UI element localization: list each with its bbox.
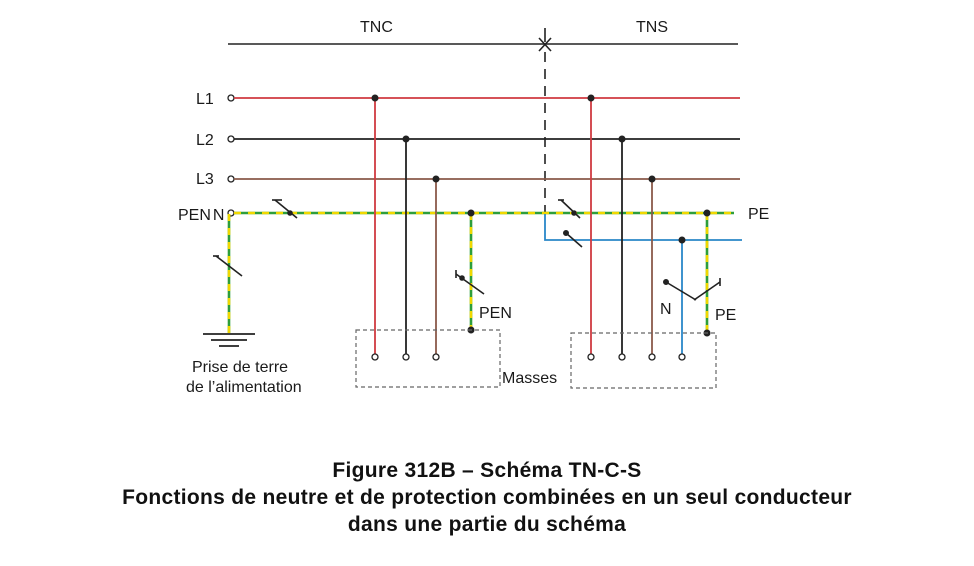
- tns-n-mass-terminal: [678, 353, 686, 361]
- l2-label: L2: [196, 132, 214, 149]
- earth-label-line1: Prise de terre: [192, 359, 288, 376]
- tns-l1-mass-terminal: [587, 353, 595, 361]
- figure-caption-line3: dans une partie du schéma: [347, 513, 627, 536]
- n-branch-label: N: [660, 301, 672, 318]
- l2-terminal: [227, 135, 235, 143]
- figure-caption-line2: Fonctions de neutre et de protection com…: [122, 486, 852, 509]
- earth-label-line2: de l’alimentation: [186, 379, 302, 396]
- pe-branch-label: PE: [715, 307, 736, 324]
- tns-n-switch-icon: [562, 230, 583, 248]
- tnc-l1-mass-terminal: [371, 353, 379, 361]
- tnc-l2-mass-terminal: [402, 353, 410, 361]
- tns-label: TNS: [636, 19, 668, 36]
- l1-terminal: [227, 94, 235, 102]
- tnc-label: TNC: [360, 19, 393, 36]
- l3-label: L3: [196, 171, 214, 188]
- tnc-l3-mass-terminal: [432, 353, 440, 361]
- n-conductor: [544, 214, 742, 241]
- tns-l2-mass-terminal: [618, 353, 626, 361]
- pen-n-label: PEN N: [178, 207, 224, 224]
- tns-masses-frame: [570, 332, 717, 389]
- l1-label: L1: [196, 91, 214, 108]
- separation-cross-icon: [538, 28, 552, 52]
- tns-l3-mass-terminal: [648, 353, 656, 361]
- tnc-pen-switch-icon: [455, 270, 485, 295]
- tns-n-branch-switch-icon: [662, 278, 697, 301]
- earth-switch-icon: [213, 255, 243, 277]
- ground-symbol-icon: [203, 333, 255, 347]
- pe-right-label: PE: [748, 206, 769, 223]
- l3-terminal: [227, 175, 235, 183]
- tns-pe-branch-switch-icon: [693, 278, 721, 301]
- pen-branch-label: PEN: [479, 305, 512, 322]
- pen-switch-icon: [272, 199, 298, 219]
- figure-caption-title: Figure 312B – Schéma TN-C-S: [332, 459, 642, 482]
- tn-c-s-diagram: TNC TNS L1 L2 L3 PEN N PE: [178, 19, 769, 396]
- tns-pe-switch-icon: [558, 199, 581, 219]
- masses-label: Masses: [502, 370, 557, 387]
- tnc-masses-frame: [355, 329, 501, 388]
